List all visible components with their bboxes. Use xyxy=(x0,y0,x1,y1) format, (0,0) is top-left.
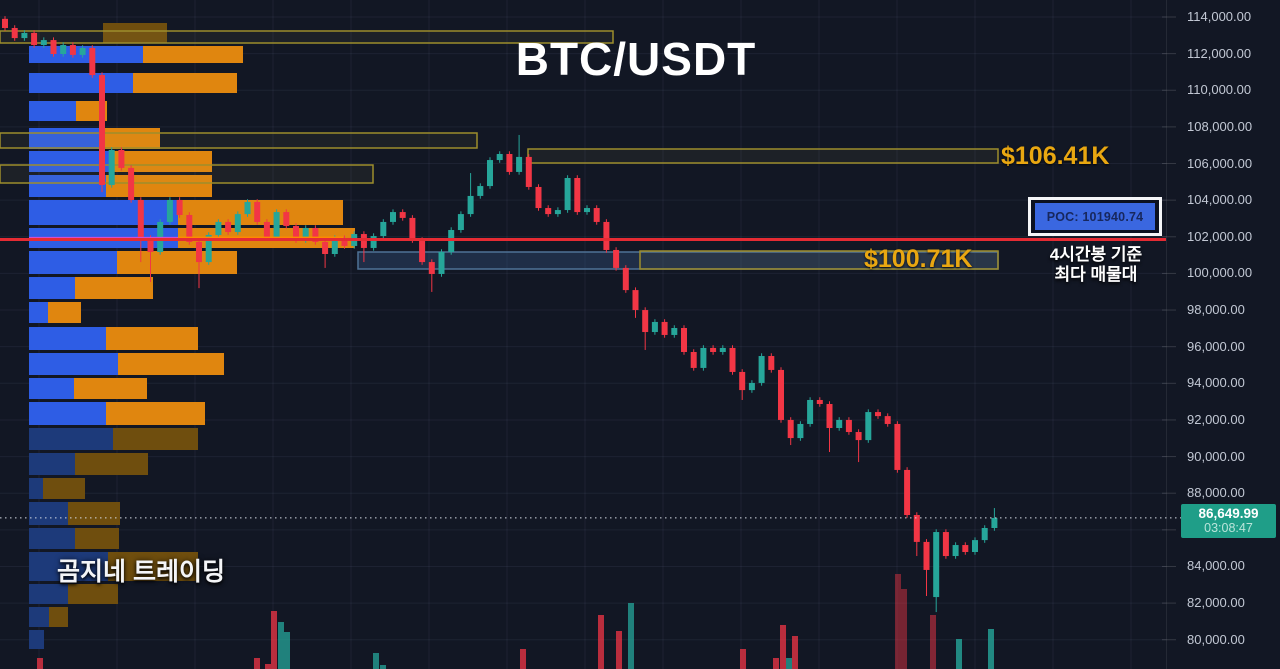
price-axis[interactable]: 114,000.00 112,000.00 110,000.00 108,000.00… xyxy=(1166,0,1280,669)
lower-zone-price-label: $100.71K xyxy=(864,245,973,273)
zone-boxes xyxy=(0,30,999,270)
price-tick-label: 100,000.00 xyxy=(1187,265,1253,281)
candle-countdown: 03:08:47 xyxy=(1204,521,1253,535)
price-tick-label: 92,000.00 xyxy=(1187,411,1245,427)
volume-bars xyxy=(37,574,994,669)
candles-layer xyxy=(2,16,998,613)
poc-label: POC: 101940.74 xyxy=(1035,203,1155,230)
price-tick-label: 96,000.00 xyxy=(1187,338,1245,354)
price-lines xyxy=(0,236,1181,519)
price-tick-label: 84,000.00 xyxy=(1187,558,1245,574)
price-tick-label: 82,000.00 xyxy=(1187,595,1245,611)
price-tick-label: 90,000.00 xyxy=(1187,448,1245,464)
price-tick-label: 80,000.00 xyxy=(1187,631,1245,647)
poc-callout-box[interactable]: POC: 101940.74 xyxy=(1028,197,1162,236)
volume-profile xyxy=(29,23,355,649)
price-tick-label: 102,000.00 xyxy=(1187,228,1253,244)
price-tick-label: 104,000.00 xyxy=(1187,192,1253,208)
price-tick-label: 98,000.00 xyxy=(1187,302,1245,318)
price-tick-label: 94,000.00 xyxy=(1187,375,1245,391)
axis-tick-marks xyxy=(1162,16,1176,641)
last-price-value: 86,649.99 xyxy=(1198,506,1259,521)
upper-zone-price-label: $106.41K xyxy=(1001,142,1110,170)
price-tick-label: 114,000.00 xyxy=(1187,9,1252,24)
korean-annotation: 4시간봉 기준 최다 매물대 xyxy=(1050,245,1142,285)
price-tick-label: 108,000.00 xyxy=(1187,118,1253,134)
page-title: BTC/USDT xyxy=(515,33,757,85)
last-price-badge: 86,649.99 03:08:47 xyxy=(1181,504,1276,538)
watermark-text: 곰지네 트레이딩 xyxy=(57,558,225,586)
price-tick-label: 112,000.00 xyxy=(1187,45,1252,61)
price-tick-label: 106,000.00 xyxy=(1187,155,1253,171)
price-tick-label: 110,000.00 xyxy=(1187,82,1252,98)
price-tick-label: 88,000.00 xyxy=(1187,485,1245,501)
annotation-line-1: 4시간봉 기준 xyxy=(1049,245,1143,264)
annotation-line-2: 최다 매물대 xyxy=(1054,265,1138,284)
